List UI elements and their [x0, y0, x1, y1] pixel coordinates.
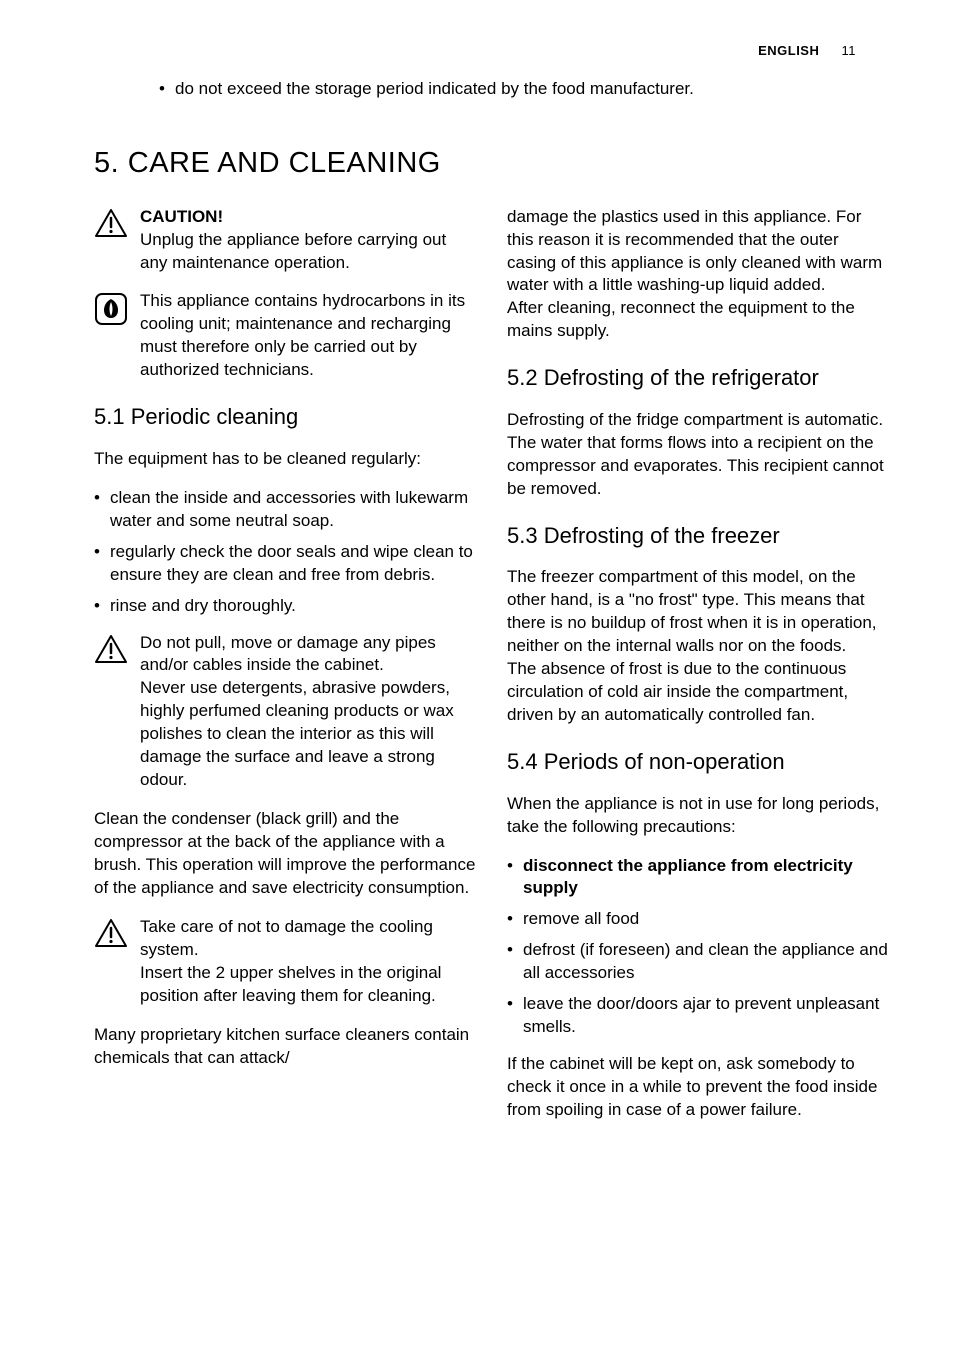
h54-num: 5.4	[507, 749, 538, 774]
h53-title: Defrosting of the freezer	[544, 523, 780, 548]
s54-bullet-1: disconnect the appliance from electricit…	[507, 855, 890, 901]
h51-title: Periodic cleaning	[131, 404, 299, 429]
s54-bullet-4: leave the door/doors ajar to prevent unp…	[507, 993, 890, 1039]
heading-5-3: 5.3 Defrosting of the freezer	[507, 521, 890, 551]
top-continuation-bullet: do not exceed the storage period indicat…	[159, 78, 890, 101]
s51-bullet-1: clean the inside and accessories with lu…	[94, 487, 477, 533]
section-title: CARE AND CLEANING	[128, 147, 441, 179]
caution-heading: CAUTION!	[140, 206, 477, 229]
page-header: ENGLISH 11	[64, 42, 890, 60]
h51-num: 5.1	[94, 404, 125, 429]
eco-block: This appliance contains hydrocarbons in …	[94, 290, 477, 382]
h52-title: Defrosting of the refrigerator	[544, 365, 819, 390]
s54-tail: If the cabinet will be kept on, ask some…	[507, 1053, 890, 1122]
warn1-block: Do not pull, move or damage any pipes an…	[94, 632, 477, 793]
warning-icon	[94, 632, 140, 793]
eco-text: This appliance contains hydrocarbons in …	[140, 290, 477, 382]
h54-title: Periods of non-operation	[544, 749, 785, 774]
s54-bullet-3: defrost (if foreseen) and clean the appl…	[507, 939, 890, 985]
warn2-block: Take care of not to damage the cooling s…	[94, 916, 477, 1008]
header-pagenum: 11	[842, 43, 857, 58]
s51-intro: The equipment has to be cleaned regularl…	[94, 448, 477, 471]
s51-tail: Many proprietary kitchen surface cleaner…	[94, 1024, 477, 1070]
top-bullet-item: do not exceed the storage period indicat…	[159, 78, 890, 101]
s54-bullets: disconnect the appliance from electricit…	[507, 855, 890, 1040]
header-language: ENGLISH	[758, 43, 819, 58]
left-column: CAUTION! Unplug the appliance before car…	[94, 206, 477, 1126]
s51-bullet-2: regularly check the door seals and wipe …	[94, 541, 477, 587]
s52-text: Defrosting of the fridge compartment is …	[507, 409, 890, 501]
warn1-text: Do not pull, move or damage any pipes an…	[140, 632, 477, 793]
s53-text: The freezer compartment of this model, o…	[507, 566, 890, 727]
eco-icon	[94, 290, 140, 382]
warning-icon	[94, 206, 140, 275]
heading-5-1: 5.1 Periodic cleaning	[94, 402, 477, 432]
right-column: damage the plastics used in this applian…	[507, 206, 890, 1126]
warn2-text: Take care of not to damage the cooling s…	[140, 916, 477, 1008]
damage-text: damage the plastics used in this applian…	[507, 206, 890, 344]
heading-5-4: 5.4 Periods of non-operation	[507, 747, 890, 777]
condenser-text: Clean the condenser (black grill) and th…	[94, 808, 477, 900]
warning-icon	[94, 916, 140, 1008]
caution-text: Unplug the appliance before carrying out…	[140, 229, 477, 275]
caution-block: CAUTION! Unplug the appliance before car…	[94, 206, 477, 275]
s54-intro: When the appliance is not in use for lon…	[507, 793, 890, 839]
h53-num: 5.3	[507, 523, 538, 548]
s54-bullet-2: remove all food	[507, 908, 890, 931]
h52-num: 5.2	[507, 365, 538, 390]
section-heading: 5. CARE AND CLEANING	[94, 144, 890, 183]
s51-bullets: clean the inside and accessories with lu…	[94, 487, 477, 618]
s51-bullet-3: rinse and dry thoroughly.	[94, 595, 477, 618]
heading-5-2: 5.2 Defrosting of the refrigerator	[507, 363, 890, 393]
section-number: 5.	[94, 147, 119, 179]
